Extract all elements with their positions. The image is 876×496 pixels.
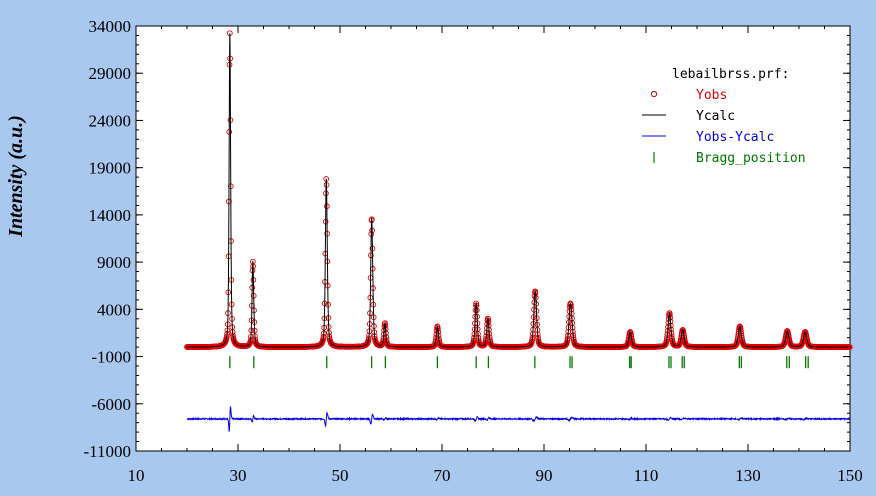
- y-tick-label: 19000: [89, 159, 132, 178]
- x-tick-label: 30: [230, 466, 247, 485]
- x-tick-label: 50: [332, 466, 349, 485]
- y-tick-label: 4000: [97, 300, 131, 319]
- legend-yobs-label: Yobs: [696, 88, 727, 103]
- x-tick-label: 90: [536, 466, 553, 485]
- y-tick-label: 14000: [89, 206, 132, 225]
- y-axis-label: Intensity (a.u.): [5, 115, 27, 238]
- y-tick-label: 29000: [89, 64, 132, 83]
- ycalc-line: [187, 33, 850, 348]
- y-tick-label: -1000: [91, 348, 131, 367]
- observed-points: [184, 30, 853, 350]
- x-tick-label: 150: [837, 466, 863, 485]
- y-tick-label: -6000: [91, 395, 131, 414]
- y-tick-label: 24000: [89, 111, 132, 130]
- bragg-ticks: [229, 356, 809, 369]
- legend-yobs-marker: [650, 90, 658, 98]
- y-tick-label: -11000: [83, 442, 131, 461]
- legend-diff-label: Yobs-Ycalc: [696, 130, 774, 145]
- difference-line: [186, 406, 851, 432]
- difference-curve: [186, 406, 851, 432]
- y-tick-label: 34000: [89, 17, 132, 36]
- axes: 34000 29000 24000 19000 14000 9000 4000 -1000 -6…: [83, 17, 862, 485]
- legend: lebailbrss.prf: Yobs Ycalc Yobs-Ycalc Br…: [642, 67, 806, 166]
- legend-bragg-label: Bragg_position: [696, 151, 806, 166]
- legend-ycalc-label: Ycalc: [696, 109, 735, 124]
- calculated-curve: [187, 33, 850, 348]
- y-tick-label: 9000: [97, 253, 131, 272]
- legend-title: lebailbrss.prf:: [672, 67, 789, 82]
- x-tick-label: 110: [634, 466, 659, 485]
- plot-area: [135, 25, 851, 452]
- x-tick-label: 70: [434, 466, 451, 485]
- x-tick-label: 130: [735, 466, 761, 485]
- x-tick-label: 10: [128, 466, 145, 485]
